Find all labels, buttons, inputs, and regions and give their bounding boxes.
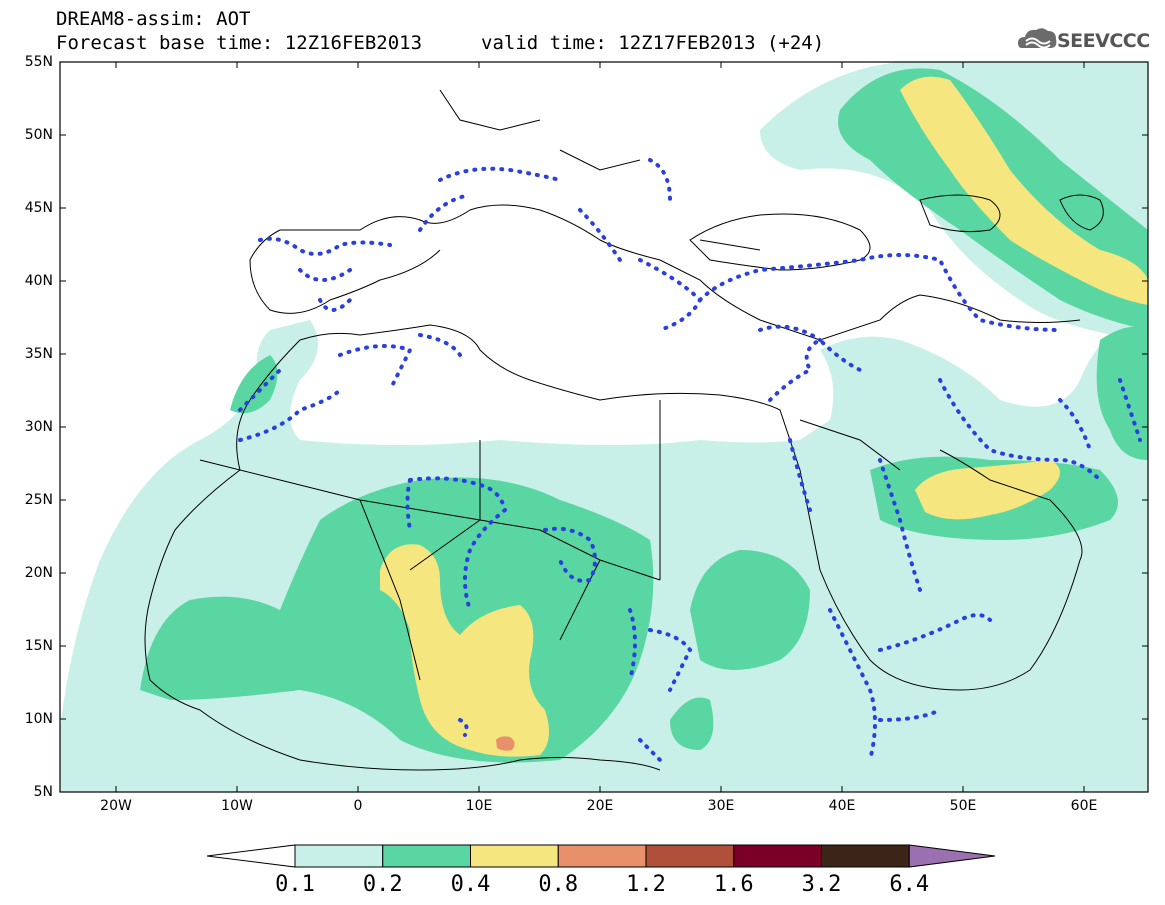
- colorbar-label: 1.2: [626, 872, 666, 897]
- colorbar-label: 0.8: [538, 872, 579, 897]
- lat-label: 5N: [33, 784, 53, 800]
- lat-label: 25N: [24, 492, 53, 508]
- dotted-contours: [238, 158, 1142, 762]
- lon-label: 30E: [707, 798, 735, 814]
- colorbar-label: 6.4: [889, 872, 930, 897]
- lat-label: 20N: [24, 565, 53, 581]
- lon-label: 40E: [828, 798, 856, 814]
- lat-label: 55N: [24, 54, 53, 70]
- lon-label: 10W: [221, 798, 253, 814]
- axis-ticks: [60, 61, 1148, 793]
- valid-time: valid time: 12Z17FEB2013 (+24): [481, 32, 825, 54]
- colorbar-label: 3.2: [801, 872, 842, 897]
- lat-label: 50N: [24, 127, 53, 143]
- lat-label: 45N: [24, 200, 53, 216]
- colorbar-label: 0.2: [362, 872, 403, 897]
- lat-label: 40N: [24, 273, 53, 289]
- lon-label: 60E: [1070, 798, 1098, 814]
- lon-label: 20W: [100, 798, 132, 814]
- lat-label: 15N: [24, 638, 53, 654]
- colorbar-label: 1.6: [713, 872, 754, 897]
- colorbar-label: 0.1: [275, 872, 315, 897]
- lat-label: 30N: [24, 419, 53, 435]
- logo-text: SEEVCCC: [1057, 30, 1150, 52]
- colorbar-label: 0.4: [450, 872, 491, 897]
- lon-label: 10E: [465, 798, 493, 814]
- aot-field-0.8: [496, 736, 515, 751]
- aot-field-0.4: [380, 76, 1148, 757]
- forecast-base-time: Forecast base time: 12Z16FEB2013: [56, 32, 423, 54]
- lat-label: 35N: [24, 346, 53, 362]
- lat-label: 10N: [24, 711, 53, 727]
- lon-label: 0: [353, 798, 363, 814]
- map-title: DREAM8-assim: AOT: [56, 8, 251, 30]
- lon-label: 50E: [949, 798, 977, 814]
- lon-label: 20E: [586, 798, 614, 814]
- seevccc-logo-icon: [1018, 28, 1057, 49]
